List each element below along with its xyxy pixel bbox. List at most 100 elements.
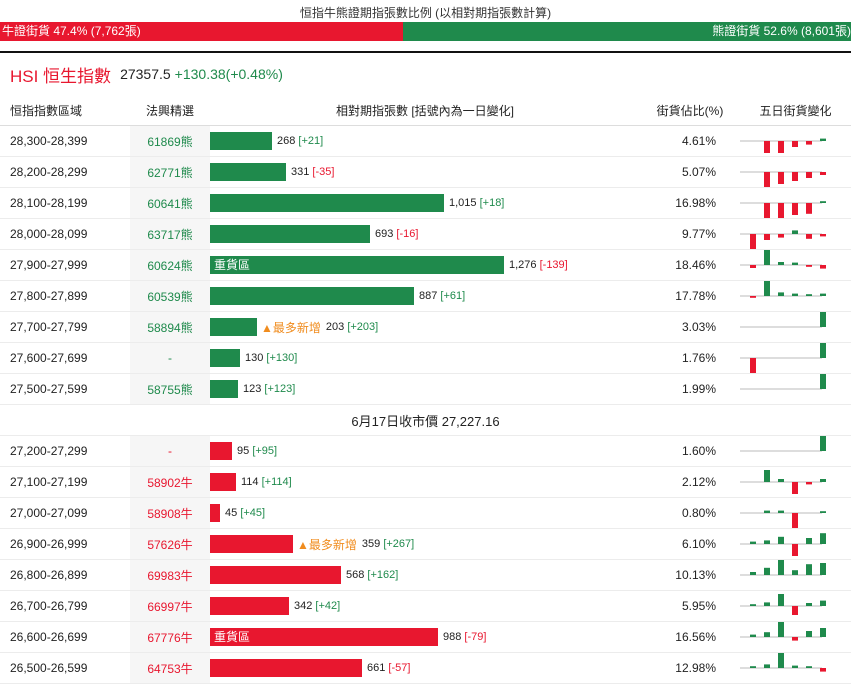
contracts-cell: 887 [+61] [210, 280, 640, 312]
warrant-code[interactable]: 60539熊 [130, 280, 210, 312]
bar-wrap: 693 [-16] [210, 219, 640, 249]
trend-bar [792, 637, 798, 641]
day-change: [+162] [367, 569, 399, 581]
warrant-code[interactable]: 58894熊 [130, 311, 210, 343]
contracts-count: 342 [+42] [294, 600, 340, 612]
bar-wrap: 568 [+162] [210, 560, 640, 590]
bar-wrap: 130 [+130] [210, 343, 640, 373]
day-change: [+114] [261, 476, 292, 488]
trend-bar [820, 374, 826, 389]
outstanding-pct: 0.80% [640, 497, 740, 529]
contracts-bar [210, 318, 257, 336]
table-row: 28,100-28,199 60641熊 1,015 [+18] 16.98% [0, 187, 851, 219]
contracts-bar [210, 597, 289, 615]
trend-bar [750, 604, 756, 606]
trend-sparkline [740, 470, 826, 494]
trend-bar [764, 510, 770, 513]
warrant-code: - [130, 435, 210, 467]
warrant-code[interactable]: 58755熊 [130, 373, 210, 405]
day-change: [+61] [440, 290, 466, 302]
trend-bar [820, 668, 826, 672]
contracts-count: 661 [-57] [367, 662, 410, 674]
range-cell: 27,000-27,099 [0, 497, 130, 529]
warrant-code[interactable]: 64753牛 [130, 652, 210, 684]
warrant-code[interactable]: 58902牛 [130, 466, 210, 498]
count-value: 887 [419, 290, 438, 302]
contracts-cell: ▲最多新增 203 [+203] [210, 311, 640, 343]
table-row: 27,600-27,699- 130 [+130] 1.76% [0, 342, 851, 374]
warrant-code[interactable]: 60641熊 [130, 187, 210, 219]
table-row: 28,200-28,299 62771熊 331 [-35] 5.07% [0, 156, 851, 188]
warrant-code[interactable]: 62771熊 [130, 156, 210, 188]
trend-bar [778, 510, 784, 513]
count-value: 342 [294, 600, 313, 612]
range-cell: 27,700-27,799 [0, 311, 130, 343]
outstanding-pct: 16.56% [640, 621, 740, 653]
divider [0, 51, 851, 53]
count-value: 268 [277, 135, 296, 147]
table-row: 27,200-27,299- 95 [+95] 1.60% [0, 435, 851, 467]
warrant-code[interactable]: 66997牛 [130, 590, 210, 622]
contracts-count: 1,015 [+18] [449, 197, 504, 209]
contracts-count: 123 [+123] [243, 383, 295, 395]
range-cell: 27,500-27,599 [0, 373, 130, 405]
contracts-cell: 693 [-16] [210, 218, 640, 250]
five-day-trend [740, 652, 851, 684]
warrant-code[interactable]: 60624熊 [130, 249, 210, 281]
warrant-code[interactable]: 57626牛 [130, 528, 210, 560]
trend-bar [820, 201, 826, 203]
contracts-cell: 95 [+95] [210, 435, 640, 467]
warrant-code[interactable]: 58908牛 [130, 497, 210, 529]
trend-bar [792, 230, 798, 234]
trend-bar [792, 172, 798, 181]
contracts-bar [210, 566, 341, 584]
range-cell: 27,100-27,199 [0, 466, 130, 498]
warrant-code[interactable]: 67776牛 [130, 621, 210, 653]
contracts-count: 45 [+45] [225, 507, 265, 519]
trend-bar [764, 203, 770, 218]
table-row: 26,900-26,999 57626牛 ▲最多新增 359 [+267] 6.10% [0, 528, 851, 560]
five-day-trend [740, 435, 851, 467]
count-value: 988 [443, 631, 462, 643]
trend-bar [764, 632, 770, 637]
cbbc-table: 恒指指數區域 法興精選 相對期指張數 [括號內為一日變化] 街貨佔比(%) 五日… [0, 95, 851, 684]
col-code: 法興精選 [130, 95, 210, 126]
trend-bar [764, 172, 770, 187]
warrant-code[interactable]: 69983牛 [130, 559, 210, 591]
day-change: [+130] [266, 352, 298, 364]
trend-bar [778, 560, 784, 575]
contracts-cell: 重貨區 988 [-79] [210, 621, 640, 653]
contracts-cell: 123 [+123] [210, 373, 640, 405]
count-value: 693 [375, 228, 394, 240]
index-name[interactable]: HSI 恒生指數 [10, 66, 112, 86]
five-day-trend [740, 559, 851, 591]
trend-bar [778, 594, 784, 606]
trend-bar [820, 533, 826, 544]
warrant-code[interactable]: 63717熊 [130, 218, 210, 250]
trend-bar [806, 203, 812, 214]
trend-bar [806, 666, 812, 668]
contracts-count: 359 [+267] [362, 538, 414, 550]
trend-bar [806, 234, 812, 239]
day-change: [-79] [464, 631, 487, 643]
contracts-bar [210, 442, 232, 460]
count-value: 203 [325, 321, 345, 333]
five-day-trend [740, 187, 851, 219]
trend-bar [820, 628, 826, 637]
bar-wrap: 95 [+95] [210, 436, 640, 466]
close-price-row: 6月17日收市價 27,227.16 [0, 404, 851, 436]
ratio-bar: 牛證街貨 47.4% (7,762張) 熊證街貨 52.6% (8,601張) [0, 22, 851, 41]
day-change: [-35] [312, 166, 335, 178]
bear-ratio-segment: 熊證街貨 52.6% (8,601張) [403, 22, 851, 41]
trend-bar [764, 470, 770, 482]
contracts-cell: 568 [+162] [210, 559, 640, 591]
table-row: 26,700-26,799 66997牛 342 [+42] 5.95% [0, 590, 851, 622]
trend-bar [764, 250, 770, 265]
contracts-count: 693 [-16] [375, 228, 418, 240]
trend-bar [750, 296, 756, 298]
five-day-trend [740, 497, 851, 529]
range-cell: 27,800-27,899 [0, 280, 130, 312]
warrant-code[interactable]: 61869熊 [130, 125, 210, 157]
bar-wrap: ▲最多新增 203 [+203] [210, 312, 640, 342]
table-row: 27,700-27,799 58894熊 ▲最多新增 203 [+203] 3.03% [0, 311, 851, 343]
